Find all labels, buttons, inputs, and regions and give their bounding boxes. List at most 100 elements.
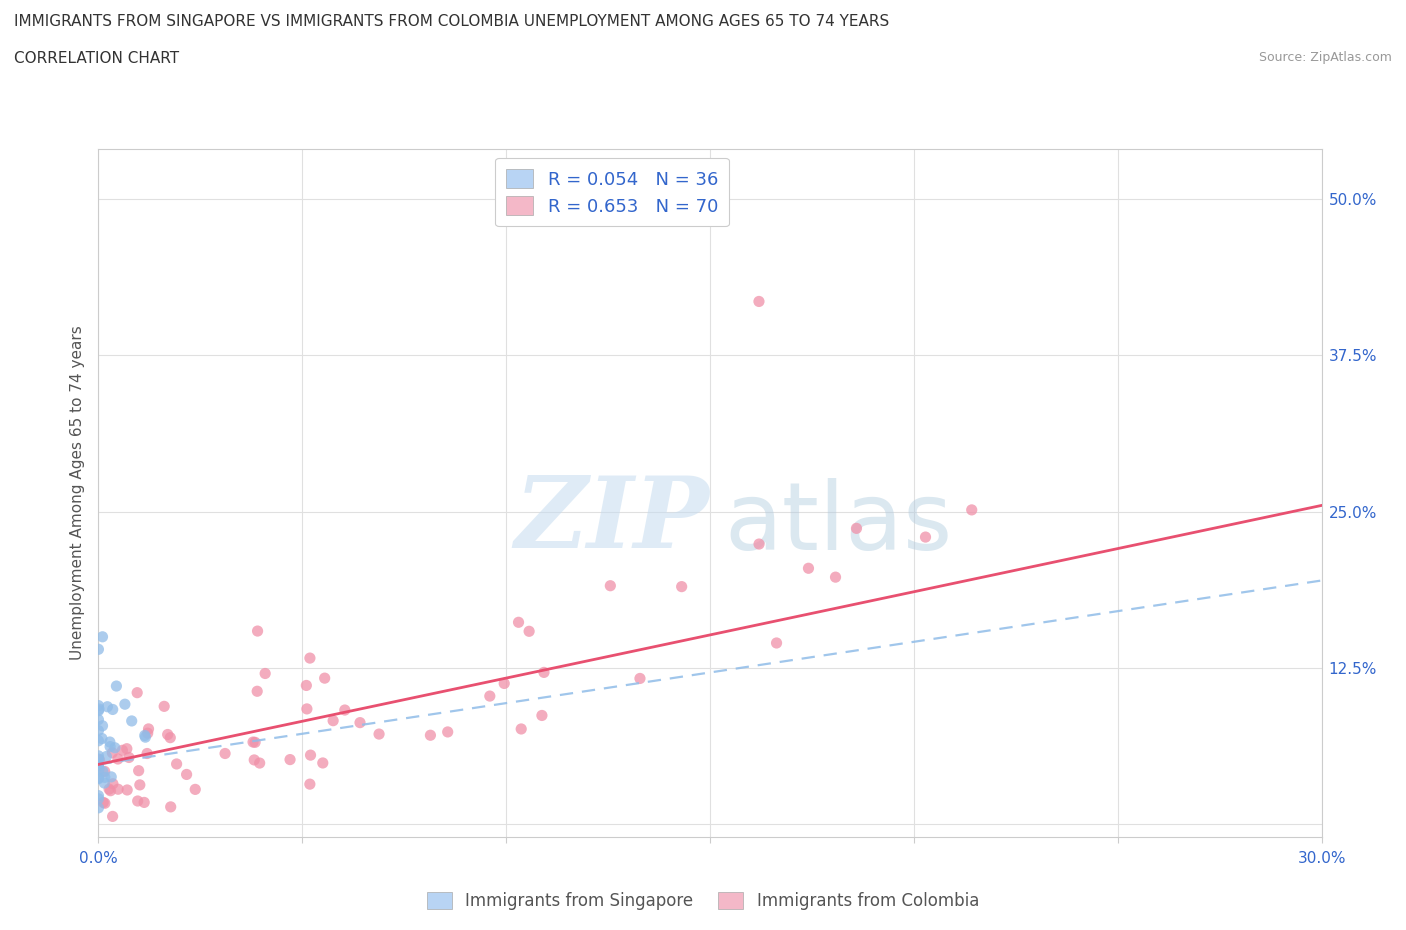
Point — [312, 755, 335, 770]
Point — [166, 756, 188, 771]
Text: IMMIGRANTS FROM SINGAPORE VS IMMIGRANTS FROM COLOMBIA UNEMPLOYMENT AMONG AGES 65: IMMIGRANTS FROM SINGAPORE VS IMMIGRANTS … — [14, 14, 890, 29]
Point — [136, 725, 159, 740]
Point — [298, 777, 321, 791]
Point — [89, 752, 111, 767]
Text: CORRELATION CHART: CORRELATION CHART — [14, 51, 179, 66]
Point — [436, 724, 458, 739]
Point — [87, 703, 110, 718]
Point — [243, 735, 266, 750]
Point — [98, 735, 121, 750]
Point — [104, 740, 127, 755]
Point — [349, 715, 371, 730]
Point — [134, 728, 156, 743]
Point — [322, 713, 344, 728]
Text: ZIP: ZIP — [515, 472, 710, 568]
Point — [333, 702, 356, 717]
Point — [91, 718, 114, 733]
Point — [242, 735, 264, 750]
Point — [91, 764, 114, 779]
Point — [134, 730, 156, 745]
Point — [530, 708, 553, 723]
Point — [87, 801, 110, 816]
Point — [101, 777, 124, 791]
Point — [87, 642, 110, 657]
Point — [93, 764, 115, 778]
Text: Source: ZipAtlas.com: Source: ZipAtlas.com — [1258, 51, 1392, 64]
Point — [87, 759, 110, 774]
Point — [87, 791, 110, 806]
Point — [87, 751, 110, 766]
Point — [107, 751, 129, 766]
Point — [295, 701, 318, 716]
Point — [91, 795, 114, 810]
Point — [87, 757, 110, 772]
Point — [243, 752, 266, 767]
Point — [107, 782, 129, 797]
Point — [314, 671, 336, 685]
Point — [249, 755, 271, 770]
Point — [118, 750, 141, 764]
Point — [159, 800, 181, 815]
Point — [176, 767, 198, 782]
Point — [478, 688, 501, 703]
Point — [510, 722, 533, 737]
Point — [105, 679, 128, 694]
Point — [299, 748, 322, 763]
Point — [748, 537, 770, 551]
Point — [94, 796, 117, 811]
Point — [153, 699, 176, 714]
Point — [111, 743, 134, 758]
Point — [419, 728, 441, 743]
Point — [671, 579, 693, 594]
Point — [765, 635, 787, 650]
Point — [115, 741, 138, 756]
Point — [87, 701, 110, 716]
Point — [100, 769, 122, 784]
Point — [295, 678, 318, 693]
Text: 0.0%: 0.0% — [79, 851, 118, 866]
Point — [87, 734, 110, 749]
Point — [156, 727, 179, 742]
Point — [93, 776, 115, 790]
Point — [87, 749, 110, 764]
Point — [914, 529, 936, 544]
Point — [494, 676, 516, 691]
Point — [128, 764, 150, 778]
Point — [824, 570, 846, 585]
Y-axis label: Unemployment Among Ages 65 to 74 years: Unemployment Among Ages 65 to 74 years — [69, 326, 84, 660]
Point — [101, 809, 124, 824]
Point — [87, 771, 110, 786]
Point — [87, 724, 110, 738]
Point — [517, 624, 540, 639]
Point — [121, 713, 143, 728]
Point — [87, 770, 110, 785]
Point — [127, 685, 149, 700]
Point — [628, 671, 651, 686]
Text: 30.0%: 30.0% — [1298, 851, 1346, 866]
Point — [134, 795, 156, 810]
Point — [94, 770, 117, 785]
Point — [845, 521, 868, 536]
Point — [533, 665, 555, 680]
Point — [599, 578, 621, 593]
Point — [87, 712, 110, 727]
Point — [159, 730, 181, 745]
Point — [254, 666, 277, 681]
Point — [246, 684, 269, 698]
Point — [98, 781, 121, 796]
Legend: Immigrants from Singapore, Immigrants from Colombia: Immigrants from Singapore, Immigrants fr… — [420, 885, 986, 917]
Point — [96, 749, 118, 764]
Point — [101, 745, 124, 760]
Point — [127, 793, 149, 808]
Point — [246, 624, 269, 639]
Legend: R = 0.054   N = 36, R = 0.653   N = 70: R = 0.054 N = 36, R = 0.653 N = 70 — [495, 158, 728, 227]
Point — [100, 783, 122, 798]
Point — [98, 739, 121, 754]
Point — [508, 615, 530, 630]
Point — [96, 699, 118, 714]
Point — [298, 651, 321, 666]
Point — [136, 746, 159, 761]
Point — [368, 726, 391, 741]
Point — [87, 756, 110, 771]
Point — [138, 722, 160, 737]
